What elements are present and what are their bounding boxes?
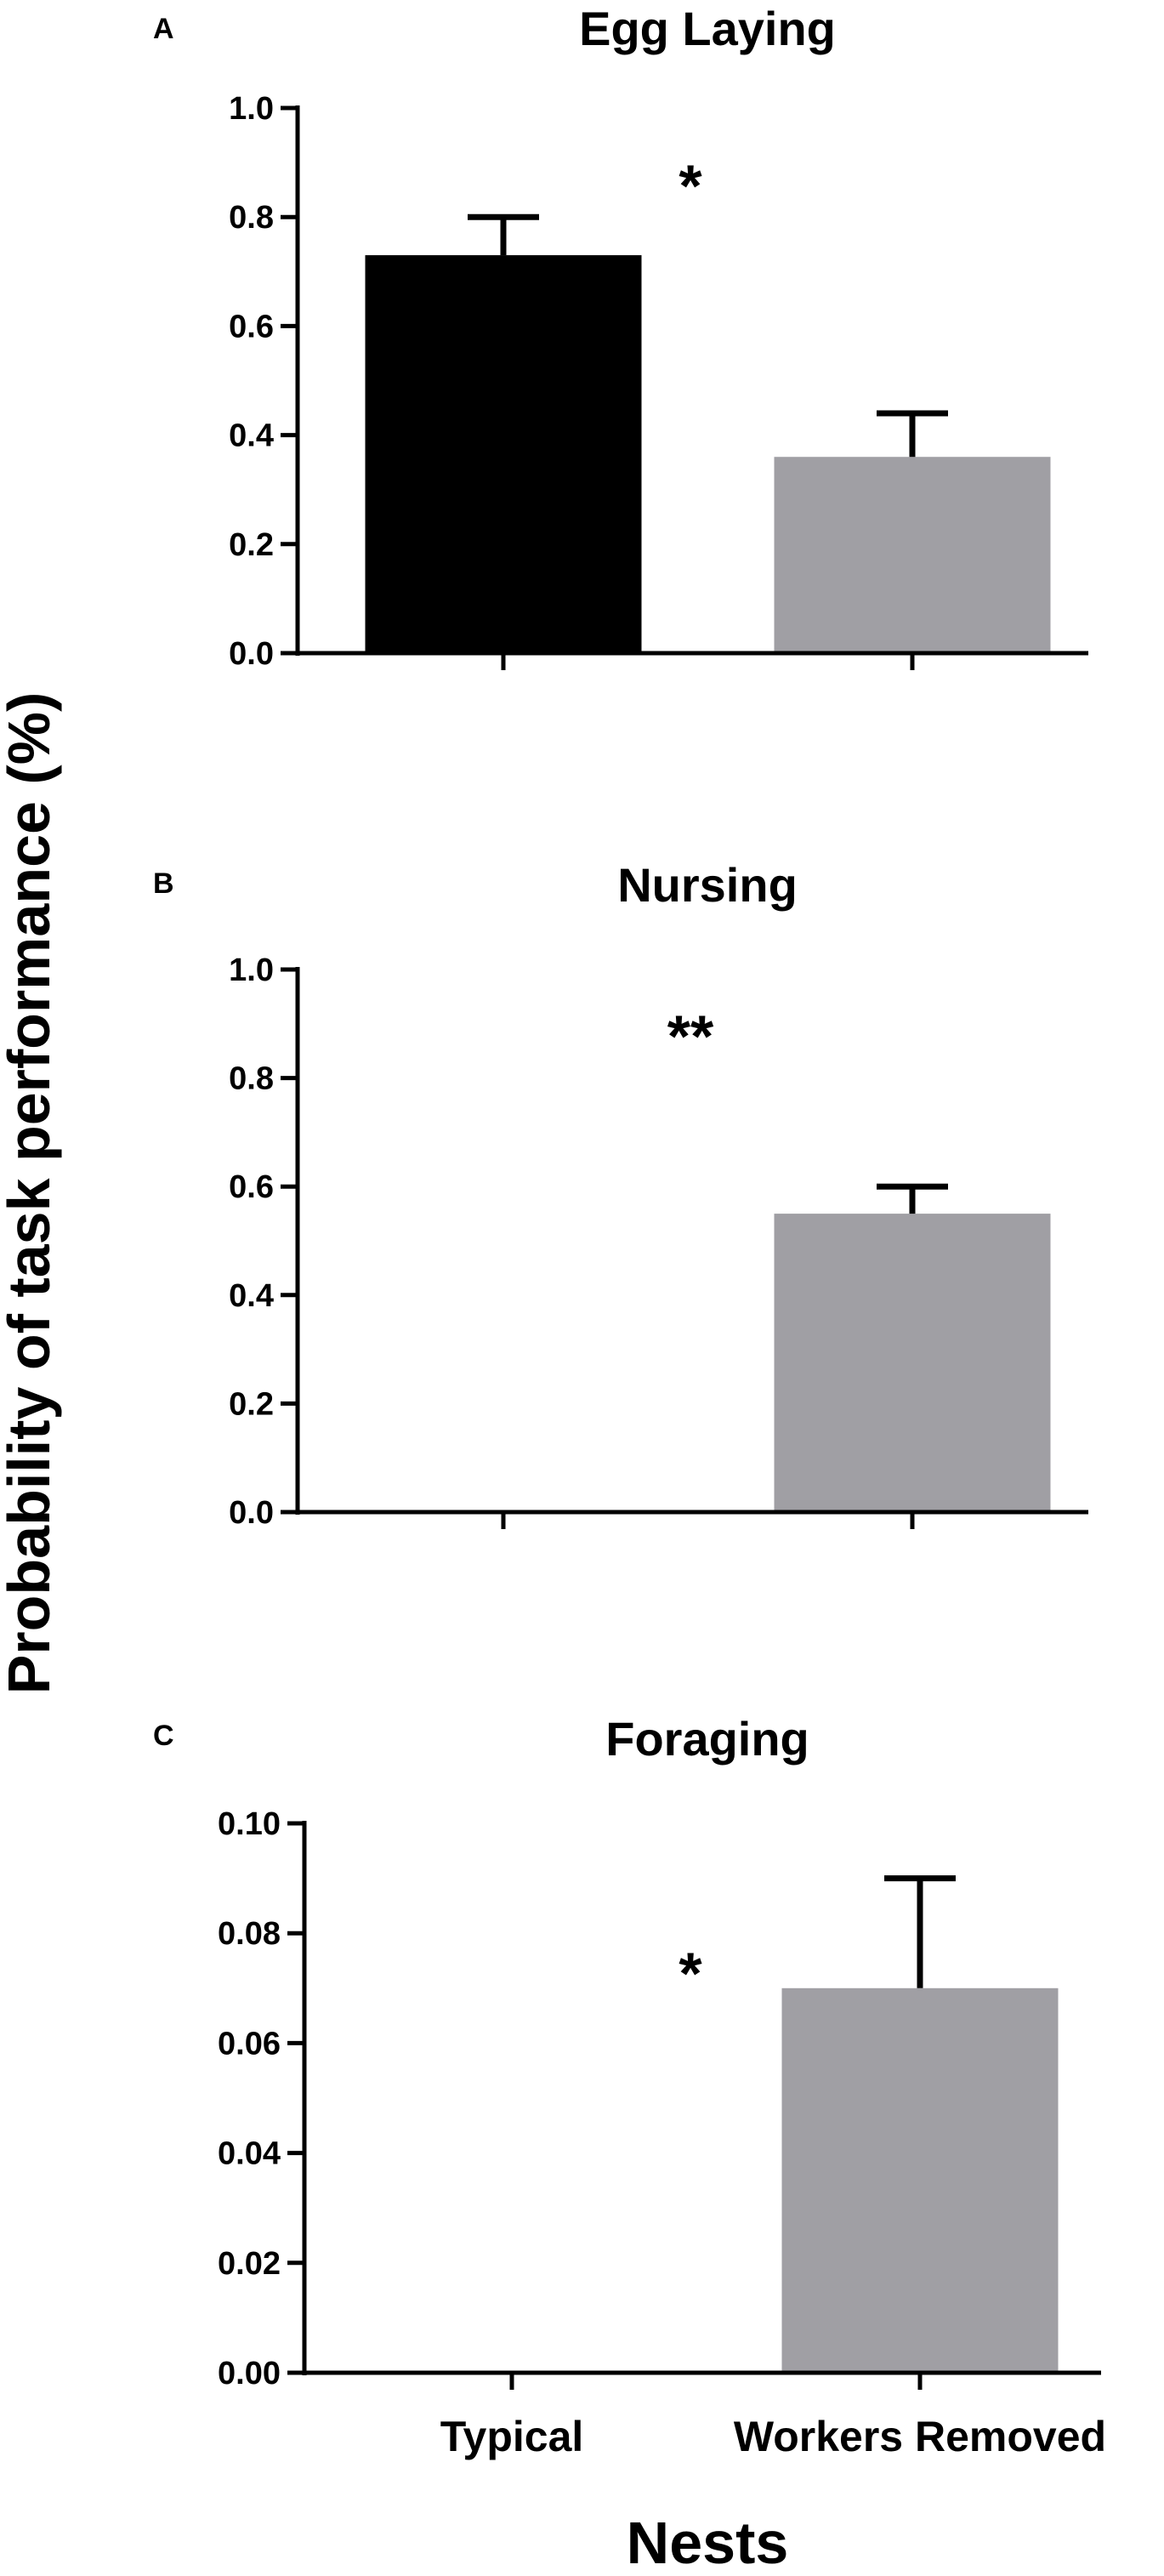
x-tick-label: Workers Removed xyxy=(734,2413,1106,2460)
y-tick-label: 1.0 xyxy=(229,91,274,127)
significance-marker: * xyxy=(679,153,702,219)
bar-workers-removed xyxy=(774,457,1051,653)
bar-typical xyxy=(365,255,642,653)
panels: A Egg Laying 0.0 0.2 0.4 0.6 0.8 1.0 * B Nursing 0.… xyxy=(153,2,1106,2460)
significance-marker: ** xyxy=(667,1004,714,1070)
y-tick-label: 0.02 xyxy=(218,2246,281,2282)
y-tick-label: 0.10 xyxy=(218,1806,281,1842)
y-tick-label: 0.2 xyxy=(229,1386,274,1422)
panel-b: B Nursing 0.0 0.2 0.4 0.6 0.8 1.0 ** xyxy=(153,858,1088,1531)
x-tick-label: Typical xyxy=(440,2413,584,2460)
y-tick-label: 0.4 xyxy=(229,1278,274,1314)
bar-workers-removed xyxy=(774,1214,1051,1512)
x-axis-title: Nests xyxy=(627,2510,789,2576)
y-tick-label: 1.0 xyxy=(229,952,274,988)
y-tick-label: 0.8 xyxy=(229,200,274,236)
panel-c: C Foraging 0.00 0.02 0.04 0.06 0.08 0.10 Typical… xyxy=(153,1712,1106,2460)
y-tick-label: 0.2 xyxy=(229,527,274,563)
y-tick-label: 0.0 xyxy=(229,1495,274,1531)
y-tick-label: 0.4 xyxy=(229,418,274,454)
y-axis-title: Probability of task performance (%) xyxy=(0,692,62,1695)
panel-title: Nursing xyxy=(617,858,798,912)
panel-a: A Egg Laying 0.0 0.2 0.4 0.6 0.8 1.0 * xyxy=(153,2,1088,672)
y-tick-label: 0.6 xyxy=(229,1169,274,1205)
significance-marker: * xyxy=(679,1940,702,2006)
panel-letter: C xyxy=(153,1720,174,1752)
panel-letter: A xyxy=(153,13,174,45)
y-tick-label: 0.8 xyxy=(229,1061,274,1097)
bar-workers-removed xyxy=(781,1987,1059,2373)
panel-letter: B xyxy=(153,867,174,900)
y-tick-label: 0.04 xyxy=(218,2136,281,2172)
panel-title: Egg Laying xyxy=(579,2,836,55)
panel-title: Foraging xyxy=(605,1712,809,1766)
y-tick-label: 0.06 xyxy=(218,2026,281,2061)
y-tick-label: 0.08 xyxy=(218,1916,281,1952)
y-tick-label: 0.00 xyxy=(218,2356,281,2391)
y-tick-label: 0.0 xyxy=(229,636,274,672)
y-tick-label: 0.6 xyxy=(229,309,274,344)
